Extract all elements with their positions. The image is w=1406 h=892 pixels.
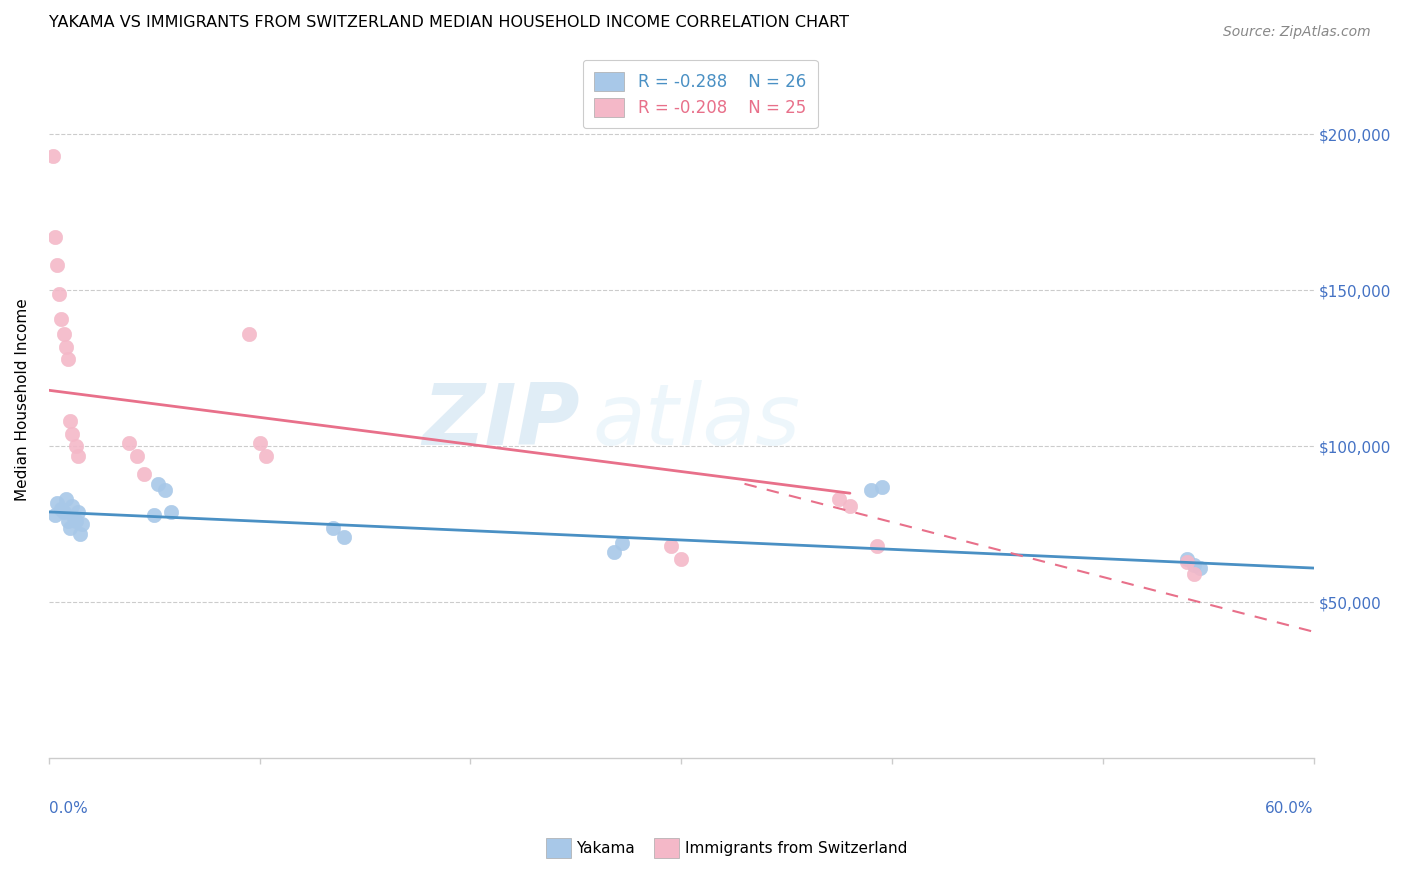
Text: atlas: atlas <box>593 380 800 463</box>
Point <box>51 311 73 326</box>
Text: Immigrants from Switzerland: Immigrants from Switzerland <box>685 841 907 855</box>
Point <box>118 436 141 450</box>
Y-axis label: Median Household Income: Median Household Income <box>15 298 30 501</box>
Point <box>48 286 70 301</box>
Point <box>612 536 634 550</box>
Point <box>59 520 82 534</box>
Point <box>866 539 889 553</box>
Point <box>659 539 682 553</box>
Point <box>160 505 183 519</box>
Point <box>859 483 882 497</box>
Point <box>55 492 77 507</box>
Point <box>333 530 356 544</box>
Point <box>44 508 66 522</box>
Text: Yakama: Yakama <box>576 841 636 855</box>
Point <box>46 259 69 273</box>
Point <box>254 449 277 463</box>
Point <box>52 327 75 342</box>
Point <box>56 352 79 367</box>
Point <box>56 514 79 528</box>
Point <box>55 340 77 354</box>
Text: 0.0%: 0.0% <box>49 801 87 816</box>
Point <box>72 517 94 532</box>
Point <box>671 551 693 566</box>
Point <box>153 483 176 497</box>
Point <box>63 511 86 525</box>
Point <box>46 495 69 509</box>
Point <box>870 480 893 494</box>
Point <box>67 505 90 519</box>
Point <box>127 449 149 463</box>
Point <box>132 467 155 482</box>
Point <box>65 439 87 453</box>
Text: Source: ZipAtlas.com: Source: ZipAtlas.com <box>1223 25 1371 39</box>
Point <box>249 436 271 450</box>
Point <box>60 426 83 441</box>
Point <box>1188 561 1211 575</box>
Point <box>52 505 75 519</box>
Point <box>59 414 82 428</box>
Point <box>1182 567 1205 582</box>
Point <box>238 327 260 342</box>
Point <box>838 499 860 513</box>
Point <box>143 508 166 522</box>
Point <box>44 230 66 244</box>
Point <box>603 545 626 559</box>
Text: YAKAMA VS IMMIGRANTS FROM SWITZERLAND MEDIAN HOUSEHOLD INCOME CORRELATION CHART: YAKAMA VS IMMIGRANTS FROM SWITZERLAND ME… <box>49 15 849 30</box>
Point <box>65 514 87 528</box>
Text: 60.0%: 60.0% <box>1265 801 1313 816</box>
Point <box>51 501 73 516</box>
Text: ZIP: ZIP <box>422 380 581 463</box>
Point <box>67 449 90 463</box>
Point <box>1182 558 1205 572</box>
Point <box>60 499 83 513</box>
Point <box>1175 551 1198 566</box>
Point <box>1175 555 1198 569</box>
Legend: R = -0.288    N = 26, R = -0.208    N = 25: R = -0.288 N = 26, R = -0.208 N = 25 <box>582 60 818 128</box>
Point <box>42 149 65 163</box>
Point <box>322 520 344 534</box>
Point <box>69 526 91 541</box>
Point <box>148 476 170 491</box>
Point <box>828 492 851 507</box>
